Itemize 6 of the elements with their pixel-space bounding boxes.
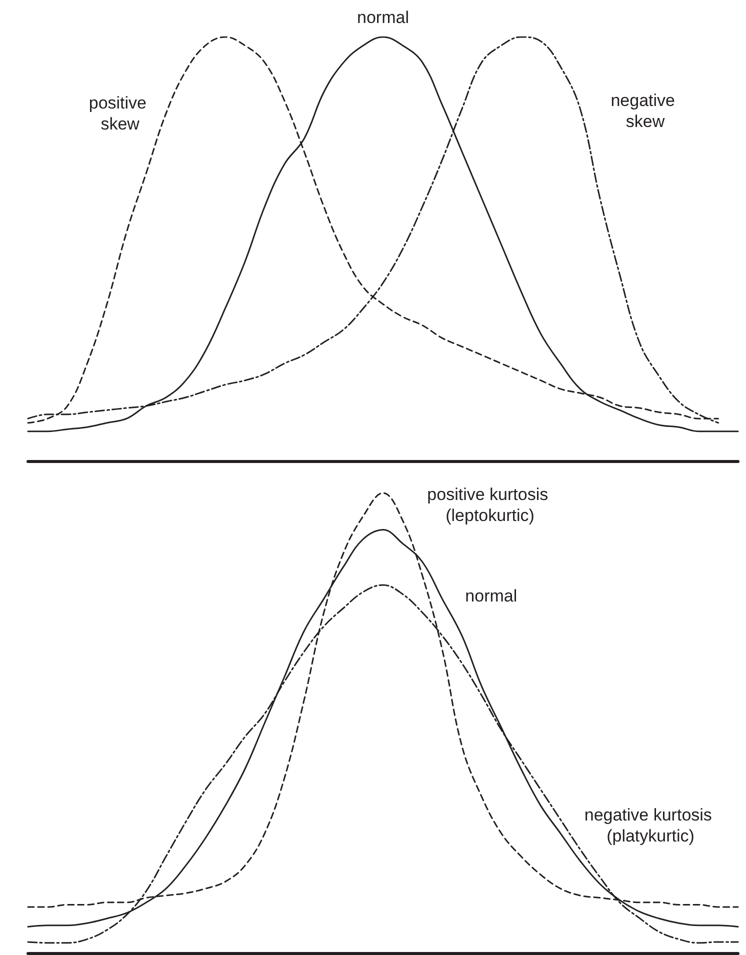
series-label: positive kurtosis (leptokurtic)	[427, 485, 553, 525]
series-label: positive skew	[88, 93, 152, 134]
series-label: negative skew	[610, 91, 680, 132]
series-label: negative kurtosis (platykurtic)	[584, 806, 717, 846]
series-label: normal	[357, 8, 409, 27]
series-label: normal	[465, 586, 518, 606]
